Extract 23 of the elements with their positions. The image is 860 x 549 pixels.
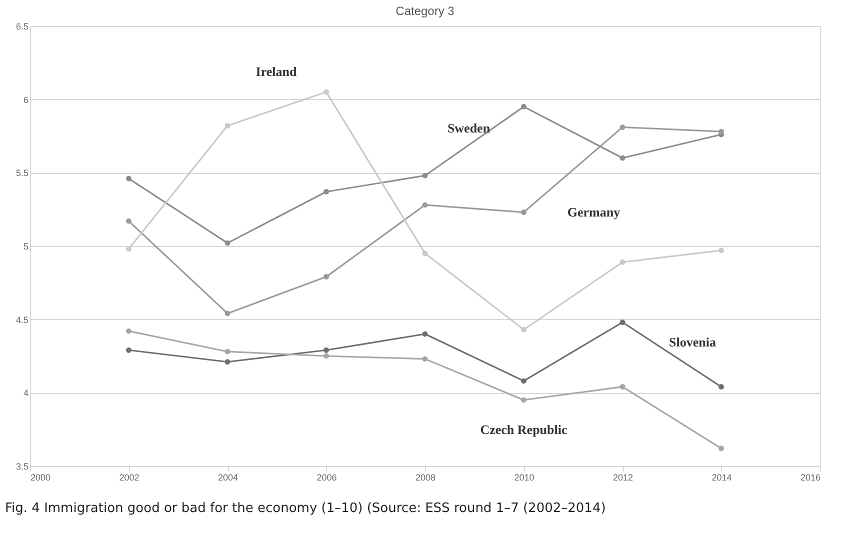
- caption: Fig. 4 Immigration good or bad for the economy (1–10) (Source: ESS round 1–7 (2002–2014): [5, 501, 606, 516]
- y-tick-label: 4: [23, 388, 28, 398]
- x-tick-label: 2006: [316, 472, 337, 482]
- x-tick-label: 2012: [612, 472, 634, 482]
- y-tick-label: 6: [23, 94, 28, 105]
- series-label: Slovenia: [669, 334, 716, 350]
- x-tick-label: 2010: [514, 472, 534, 482]
- x-tick-label: 2014: [712, 472, 732, 482]
- x-tick-label: 2008: [415, 472, 436, 482]
- y-tick-label: 4.5: [16, 314, 28, 325]
- y-tick-label: 6.5: [16, 22, 28, 32]
- text: Czech Republic: [480, 422, 568, 437]
- y-tick-label: 5.5: [16, 168, 28, 178]
- x-tick-label: 2002: [119, 472, 140, 482]
- x-tick-label: 2000: [30, 472, 51, 482]
- series-label: Germany: [567, 204, 621, 220]
- series-label: Ireland: [256, 64, 298, 79]
- chart-title: Category 3: [396, 4, 455, 18]
- y-tick-label: 3.5: [16, 462, 28, 472]
- y-tick-label: 5: [23, 242, 28, 252]
- x-tick-label: 2016: [800, 472, 820, 482]
- series-label: Sweden: [447, 120, 491, 136]
- x-tick-label: 2004: [218, 472, 238, 482]
